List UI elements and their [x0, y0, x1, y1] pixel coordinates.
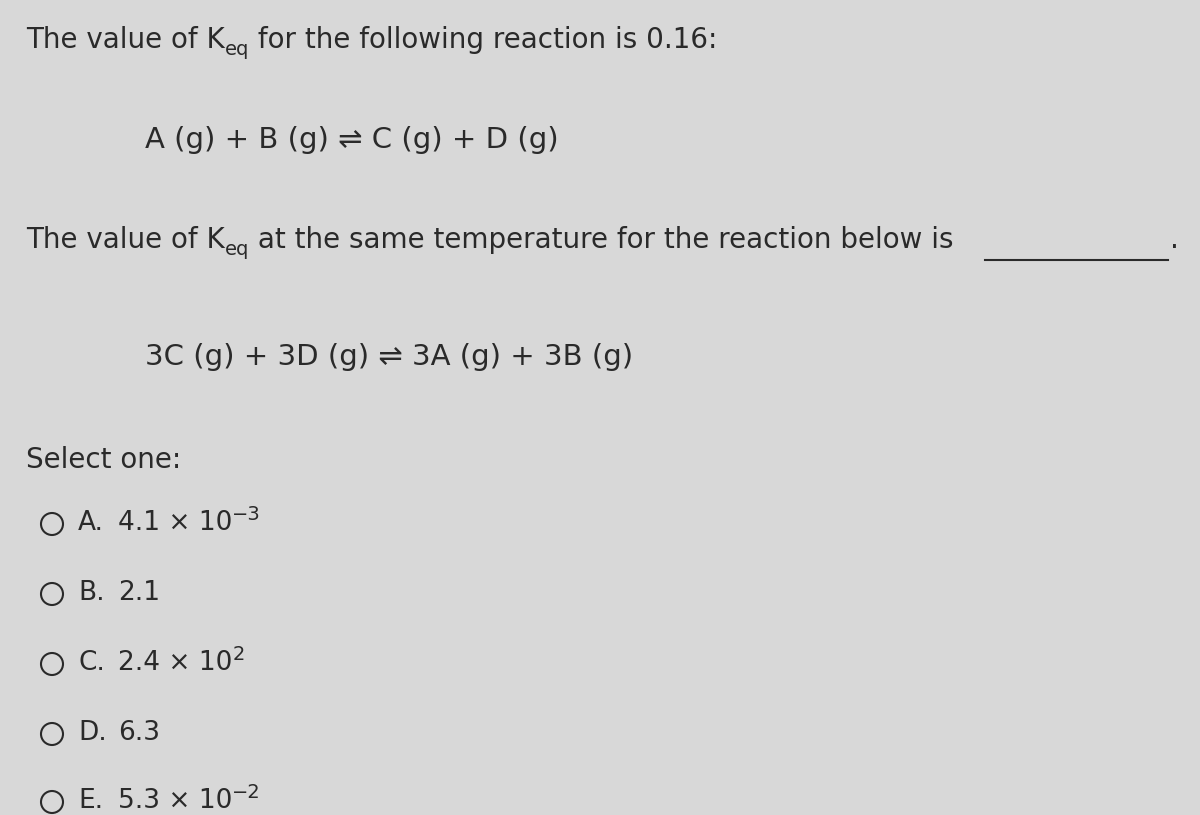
Text: 2.1: 2.1 [118, 580, 160, 606]
Text: A (g) + B (g) ⇌ C (g) + D (g): A (g) + B (g) ⇌ C (g) + D (g) [145, 126, 559, 154]
Text: C.: C. [78, 650, 104, 676]
Text: at the same temperature for the reaction below is: at the same temperature for the reaction… [250, 226, 954, 254]
Text: E.: E. [78, 788, 103, 814]
Text: −3: −3 [233, 504, 262, 523]
Text: B.: B. [78, 580, 104, 606]
Text: for the following reaction is 0.16:: for the following reaction is 0.16: [250, 26, 718, 54]
Text: 2: 2 [233, 645, 245, 663]
Text: eq: eq [224, 40, 250, 59]
Text: Select one:: Select one: [26, 446, 181, 474]
Text: The value of K: The value of K [26, 226, 224, 254]
Text: 2.4 × 10: 2.4 × 10 [118, 650, 233, 676]
Text: .: . [1170, 226, 1178, 254]
Text: The value of K: The value of K [26, 26, 224, 54]
Text: −2: −2 [233, 782, 262, 801]
Text: 4.1 × 10: 4.1 × 10 [118, 510, 233, 536]
Text: D.: D. [78, 720, 107, 746]
Text: A.: A. [78, 510, 104, 536]
Text: 6.3: 6.3 [118, 720, 160, 746]
Text: eq: eq [224, 240, 250, 259]
Text: 3C (g) + 3D (g) ⇌ 3A (g) + 3B (g): 3C (g) + 3D (g) ⇌ 3A (g) + 3B (g) [145, 343, 634, 371]
Text: 5.3 × 10: 5.3 × 10 [118, 788, 233, 814]
